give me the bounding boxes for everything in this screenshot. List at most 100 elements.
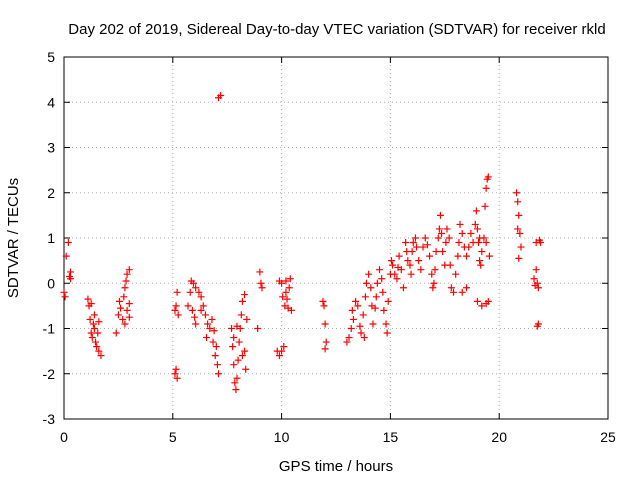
data-point	[243, 315, 251, 323]
data-point	[530, 275, 538, 283]
data-point	[92, 338, 100, 346]
data-point	[383, 329, 391, 337]
data-point	[463, 284, 471, 292]
data-point	[122, 277, 130, 285]
data-point	[213, 361, 221, 369]
data-point	[173, 288, 181, 296]
data-point	[322, 338, 330, 346]
data-point	[484, 297, 492, 305]
data-point	[232, 386, 240, 394]
data-point	[402, 239, 410, 247]
data-point	[413, 243, 421, 251]
data-point	[90, 311, 98, 319]
data-point	[114, 311, 122, 319]
data-point	[516, 229, 524, 237]
data-point	[321, 345, 329, 353]
data-point	[125, 313, 133, 321]
data-point	[409, 239, 417, 247]
data-point	[376, 266, 384, 274]
data-point	[231, 379, 239, 387]
grid	[64, 57, 608, 419]
data-point	[123, 270, 131, 278]
data-point	[203, 334, 211, 342]
data-point	[86, 315, 94, 323]
data-point	[275, 352, 283, 360]
data-point	[534, 320, 542, 328]
data-point	[214, 370, 222, 378]
data-point	[283, 295, 291, 303]
data-point	[230, 361, 238, 369]
data-point	[443, 225, 451, 233]
data-point	[513, 189, 521, 197]
y-tick-label: -3	[43, 411, 56, 427]
data-point	[209, 338, 217, 346]
data-point	[473, 297, 481, 305]
y-axis-label: SDTVAR / TECUs	[5, 178, 22, 298]
data-point	[120, 293, 128, 301]
data-point	[456, 220, 464, 228]
data-point	[387, 257, 395, 265]
data-point	[171, 306, 179, 314]
data-point	[233, 374, 241, 382]
data-point	[208, 315, 216, 323]
data-point	[112, 329, 120, 337]
data-point	[280, 343, 288, 351]
data-point	[197, 293, 205, 301]
x-tick-label: 10	[274, 429, 290, 445]
data-point	[238, 297, 246, 305]
data-point	[426, 252, 434, 260]
data-point	[515, 211, 523, 219]
data-point	[361, 293, 369, 301]
y-tick-label: 0	[47, 275, 55, 291]
data-point	[476, 234, 484, 242]
data-point	[373, 279, 381, 287]
data-point	[430, 279, 438, 287]
data-point	[121, 320, 129, 328]
data-point	[115, 297, 123, 305]
data-point	[258, 284, 266, 292]
data-point	[415, 257, 423, 265]
data-point	[257, 279, 265, 287]
data-point	[212, 343, 220, 351]
data-point	[84, 295, 92, 303]
data-point	[217, 91, 225, 99]
x-tick-label: 15	[383, 429, 399, 445]
data-point	[87, 329, 95, 337]
data-point	[406, 261, 414, 269]
data-point	[237, 311, 245, 319]
data-point	[429, 284, 437, 292]
data-point	[242, 365, 250, 373]
data-point	[421, 234, 429, 242]
data-point	[60, 288, 68, 296]
data-point	[241, 291, 249, 299]
data-point	[286, 275, 294, 283]
data-point	[384, 297, 392, 305]
data-points	[60, 91, 545, 394]
data-point	[371, 304, 379, 312]
data-point	[278, 347, 286, 355]
data-point	[533, 279, 541, 287]
data-point	[234, 356, 242, 364]
data-point	[447, 284, 455, 292]
data-point	[475, 239, 483, 247]
x-tick-label: 0	[60, 429, 68, 445]
x-tick-label: 25	[600, 429, 616, 445]
data-point	[458, 229, 466, 237]
y-tick-label: 3	[47, 140, 55, 156]
data-point	[94, 329, 102, 337]
chart-title: Day 202 of 2019, Sidereal Day-to-day VTE…	[68, 21, 605, 38]
data-point	[287, 306, 295, 314]
data-point	[125, 300, 133, 308]
data-point	[537, 239, 545, 247]
data-point	[188, 306, 196, 314]
data-point	[514, 198, 522, 206]
data-point	[389, 261, 397, 269]
data-point	[378, 275, 386, 283]
data-point	[407, 270, 415, 278]
data-point	[210, 327, 218, 335]
data-point	[399, 284, 407, 292]
data-point	[189, 279, 197, 287]
data-point	[442, 239, 450, 247]
data-point	[515, 254, 523, 262]
data-point	[372, 293, 380, 301]
